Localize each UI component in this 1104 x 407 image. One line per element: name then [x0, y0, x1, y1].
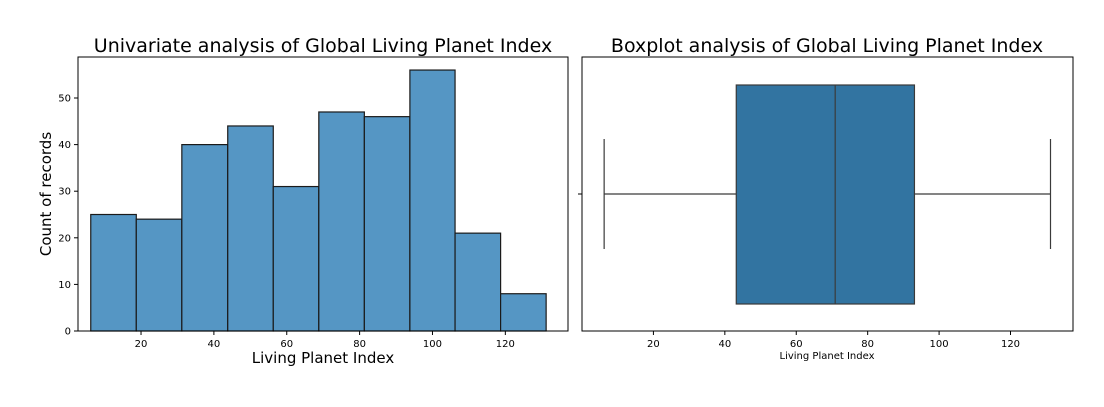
histogram-x-ticks: 20 40 60 80 100 120: [135, 331, 515, 350]
boxplot-plot-frame: [581, 56, 1074, 332]
histogram-x-tick-label: 100: [423, 339, 442, 350]
histogram-y-tick-label: 50: [58, 94, 71, 105]
histogram-bars: [90, 69, 547, 332]
histogram-x-tick-label: 60: [280, 339, 293, 350]
boxplot-title: Boxplot analysis of Global Living Planet…: [611, 35, 1043, 57]
histogram-y-ticks: 0 10 20 30 40 50: [58, 94, 78, 338]
histogram-y-tick-label: 30: [58, 187, 71, 198]
boxplot-x-ticks: 20 40 60 80 100 120: [647, 331, 1020, 350]
histogram-title: Univariate analysis of Global Living Pla…: [94, 35, 552, 57]
histogram-y-tick-label: 0: [65, 327, 71, 338]
boxplot-x-tick-label: 120: [1001, 339, 1020, 350]
boxplot-x-tick-label: 100: [930, 339, 949, 350]
histogram-x-tick-label: 120: [496, 339, 515, 350]
histogram-y-tick-label: 40: [58, 140, 71, 151]
boxplot-chart: Boxplot analysis of Global Living Planet…: [578, 35, 1074, 362]
histogram-x-tick-label: 80: [353, 339, 366, 350]
histogram-bar: [90, 213, 137, 332]
histogram-bar: [454, 232, 502, 332]
histogram-bar: [227, 125, 274, 332]
boxplot-x-tick-label: 60: [790, 339, 803, 350]
histogram-bar: [135, 218, 183, 332]
histogram-chart: Univariate analysis of Global Living Pla…: [37, 35, 569, 367]
histogram-x-tick-label: 40: [208, 339, 221, 350]
boxplot-box: [735, 84, 916, 305]
histogram-y-axis-label: Count of records: [37, 132, 55, 256]
boxplot-elements: [603, 84, 1052, 305]
histogram-x-tick-label: 20: [135, 339, 148, 350]
histogram-bar: [363, 116, 411, 332]
histogram-y-tick-label: 10: [58, 280, 71, 291]
boxplot-x-axis-label: Living Planet Index: [780, 351, 875, 362]
boxplot-x-tick-label: 40: [718, 339, 731, 350]
histogram-bar: [272, 185, 320, 332]
histogram-bar: [318, 111, 365, 332]
histogram-bar: [409, 69, 456, 332]
histogram-x-axis-label: Living Planet Index: [252, 349, 395, 367]
histogram-bar: [500, 293, 547, 332]
boxplot-x-tick-label: 80: [861, 339, 874, 350]
histogram-bar: [181, 144, 229, 332]
histogram-plot-frame: [77, 56, 569, 332]
histogram-y-tick-label: 20: [58, 233, 71, 244]
boxplot-x-tick-label: 20: [647, 339, 660, 350]
